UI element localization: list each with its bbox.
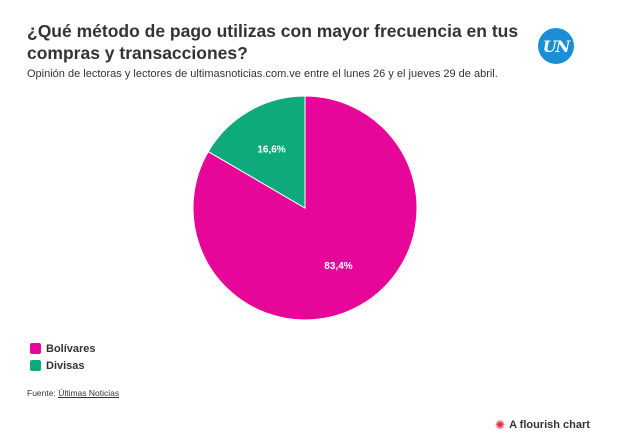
pie-slice-divisas[interactable] [207, 95, 306, 209]
chart-subtitle: Opinión de lectoras y lectores de ultima… [27, 68, 498, 80]
un-logo: UN [538, 28, 574, 64]
legend-label-divisas: Divisas [46, 359, 85, 372]
legend-swatch-bolivares [30, 343, 41, 354]
source-link[interactable]: Últimas Noticias [58, 388, 120, 398]
legend-swatch-divisas [30, 360, 41, 371]
flourish-credit[interactable]: ✺ A flourish chart [495, 418, 590, 432]
legend-item-bolivares[interactable]: Bolívares [30, 341, 96, 356]
chart-title: ¿Qué método de pago utilizas con mayor f… [27, 21, 519, 63]
legend-item-divisas[interactable]: Divisas [30, 358, 96, 373]
pie-label-divisas: 16,6% [257, 144, 285, 155]
legend: Bolívares Divisas [30, 341, 96, 375]
flourish-credit-label: A flourish chart [509, 419, 590, 431]
source-prefix: Fuente: [27, 388, 59, 398]
flourish-asterisk-icon: ✺ [495, 418, 506, 432]
source-note: Fuente: Últimas Noticias [27, 388, 119, 398]
pie-label-bolivares: 83,4% [324, 261, 352, 272]
legend-label-bolivares: Bolívares [46, 342, 96, 355]
